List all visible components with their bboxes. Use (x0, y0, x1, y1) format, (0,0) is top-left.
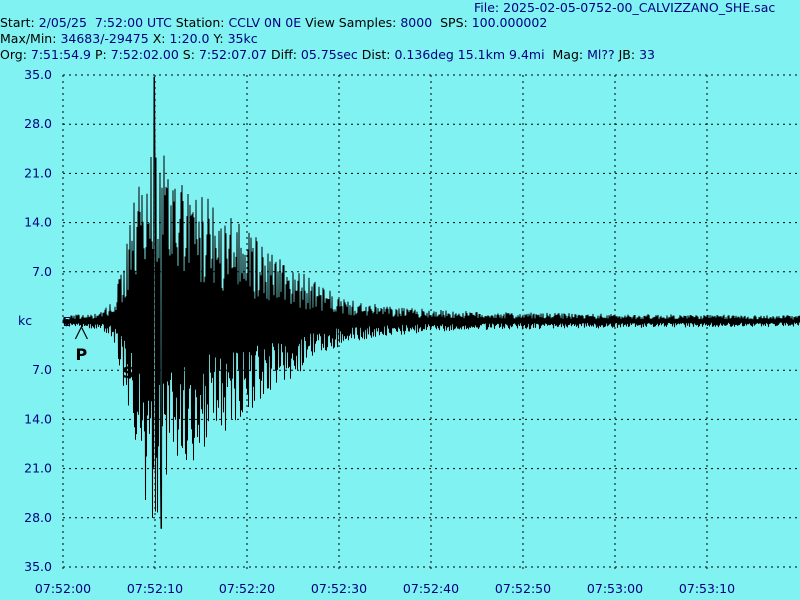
file-label: File: (474, 0, 500, 15)
x-tick-label: 07:53:00 (587, 581, 643, 596)
x-tick-label: 07:52:30 (311, 581, 367, 596)
p-time-value: 7:52:02.00 (110, 47, 179, 62)
view-samples-value: 8000 (400, 15, 433, 30)
x-tick-label: 07:53:10 (679, 581, 735, 596)
x-tick-label: 07:52:20 (219, 581, 275, 596)
phase-picks: PS (74, 326, 135, 382)
x-tick-label: 07:52:40 (403, 581, 459, 596)
y-tick-label: 35.0 (24, 559, 52, 574)
seismic-trace (62, 76, 800, 529)
y-tick-label: 14.0 (24, 215, 52, 230)
x-scale-label: X: (152, 31, 166, 46)
y-tick-label: 7.0 (32, 362, 52, 377)
pick-s: S (121, 326, 135, 382)
x-scale-value: 1:20.0 (169, 31, 210, 46)
maxmin-line: Max/Min: 34683/-29475 X: 1:20.0 Y: 35kc (0, 32, 258, 46)
s-time-value: 7:52:07.07 (198, 47, 268, 62)
file-line: File: 2025-02-05-0752-00_CALVIZZANO_SHE.… (474, 1, 775, 15)
pick-p: P (74, 326, 88, 364)
x-tick-label: 07:52:50 (495, 581, 551, 596)
sps-label: SPS: (440, 15, 468, 30)
p-time-label: P: (95, 47, 107, 62)
org-value: 7:51:54.9 (30, 47, 92, 62)
org-label: Org: (0, 47, 27, 62)
jb-label: JB: (618, 47, 636, 62)
y-tick-label: 21.0 (24, 165, 52, 180)
y-scale-value: 35kc (227, 31, 258, 46)
station-value: CCLV 0N 0E (228, 15, 302, 30)
diff-value: 05.75sec (300, 47, 358, 62)
start-line: Start: 2/05/25 7:52:00 UTC Station: CCLV… (0, 16, 547, 30)
dist-label: Dist: (361, 47, 391, 62)
dist-value: 0.136deg 15.1km 9.4mi (394, 47, 545, 62)
y-tick-label: 21.0 (24, 461, 52, 476)
y-scale-label: Y: (213, 31, 224, 46)
y-tick-label: 28.0 (24, 510, 52, 525)
station-label: Station: (175, 15, 225, 30)
mag-value: Ml?? (587, 47, 615, 62)
mag-label: Mag: (552, 47, 584, 62)
y-tick-label: kc (18, 313, 32, 328)
x-tick-label: 07:52:10 (127, 581, 183, 596)
svg-text:P: P (76, 345, 88, 364)
view-samples-label: View Samples: (305, 15, 397, 30)
x-axis-labels: 07:52:00 07:52:10 07:52:20 07:52:30 07:52:40… (35, 581, 735, 596)
y-axis-labels: 35.0 28.0 21.0 14.0 7.0 kc 7.0 14.0 21.0 28.0 35.0 (18, 67, 52, 574)
svg-text:S: S (122, 363, 134, 382)
y-tick-label: 7.0 (32, 264, 52, 279)
y-tick-label: 28.0 (24, 116, 52, 131)
y-tick-label: 14.0 (24, 411, 52, 426)
origin-line: Org: 7:51:54.9 P: 7:52:02.00 S: 7:52:07.… (0, 48, 655, 62)
sps-value: 100.000002 (471, 15, 548, 30)
start-value: 2/05/25 7:52:00 UTC (38, 15, 172, 30)
jb-value: 33 (639, 47, 655, 62)
x-tick-label: 07:52:00 (35, 581, 91, 596)
start-label: Start: (0, 15, 35, 30)
s-time-label: S: (182, 47, 195, 62)
diff-label: Diff: (271, 47, 297, 62)
maxmin-value: 34683/-29475 (60, 31, 149, 46)
y-tick-label: 35.0 (24, 67, 52, 82)
maxmin-label: Max/Min: (0, 31, 57, 46)
file-value: 2025-02-05-0752-00_CALVIZZANO_SHE.sac (503, 0, 776, 15)
